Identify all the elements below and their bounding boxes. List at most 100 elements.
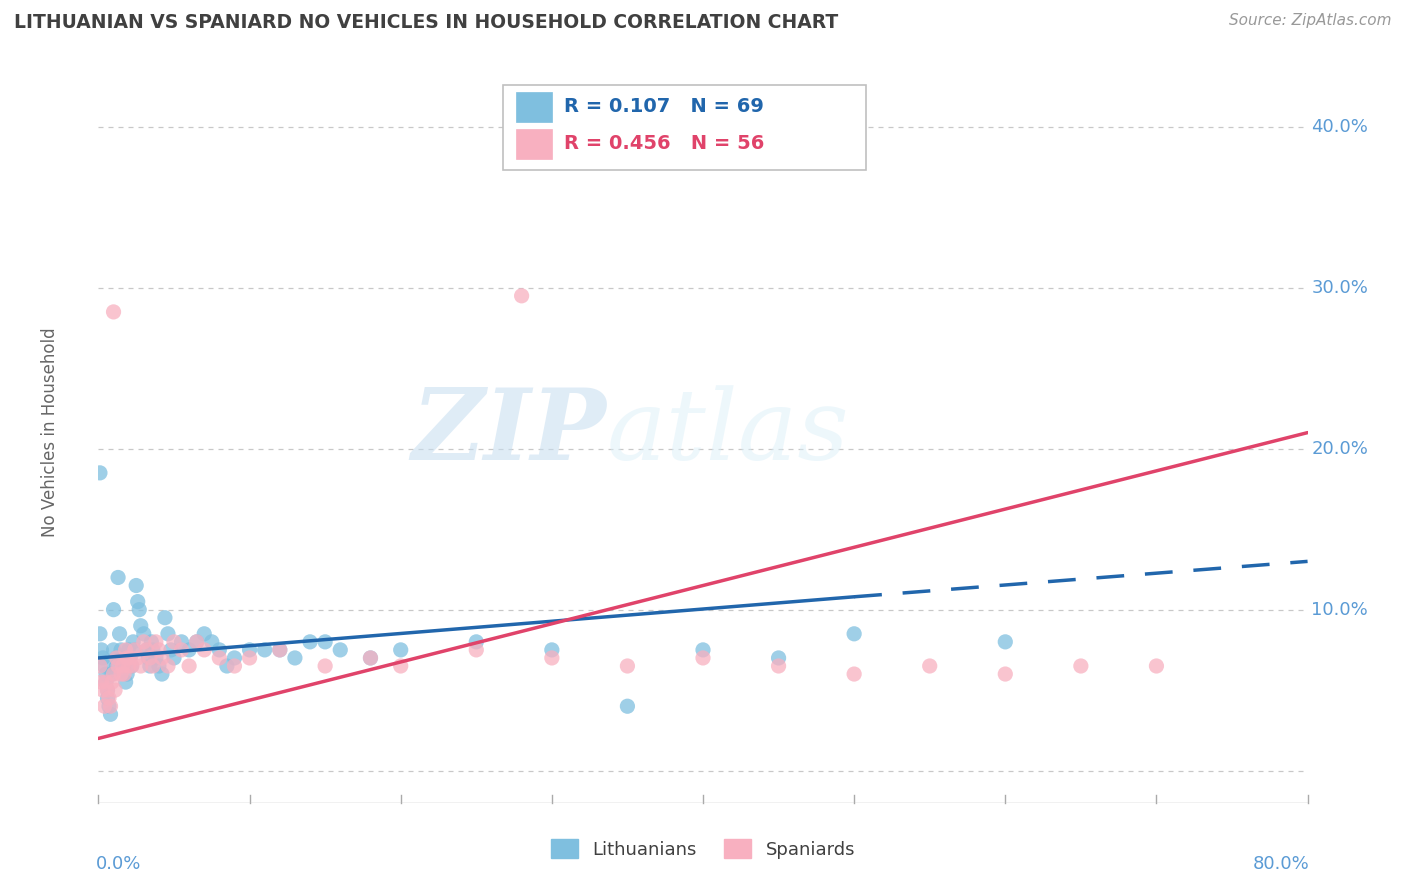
Text: atlas: atlas: [606, 385, 849, 480]
Point: [111, 659, 134, 673]
Point: [145, 635, 167, 649]
Point: [139, 659, 162, 673]
Point: [142, 659, 165, 673]
Point: [145, 651, 167, 665]
Point: [215, 659, 238, 673]
Point: [141, 635, 163, 649]
Point: [510, 289, 533, 303]
Point: [465, 643, 488, 657]
Point: [122, 635, 145, 649]
Point: [105, 659, 128, 673]
Point: [224, 659, 246, 673]
Text: 40.0%: 40.0%: [1312, 118, 1368, 136]
Point: [768, 651, 790, 665]
Point: [94, 675, 117, 690]
Point: [121, 659, 143, 673]
Point: [156, 627, 179, 641]
Point: [135, 643, 157, 657]
Point: [100, 699, 122, 714]
Point: [994, 667, 1017, 681]
Point: [121, 659, 143, 673]
Point: [96, 691, 118, 706]
Point: [156, 659, 179, 673]
Point: [112, 667, 135, 681]
Point: [89, 627, 111, 641]
Text: Source: ZipAtlas.com: Source: ZipAtlas.com: [1229, 13, 1392, 29]
Point: [91, 651, 114, 665]
Point: [93, 659, 115, 673]
Point: [136, 651, 159, 665]
Point: [224, 651, 246, 665]
Text: ZIP: ZIP: [412, 384, 606, 481]
Point: [253, 643, 276, 657]
Text: No Vehicles in Household: No Vehicles in Household: [41, 327, 59, 538]
Point: [160, 643, 183, 657]
Text: 20.0%: 20.0%: [1312, 440, 1368, 458]
Point: [201, 635, 224, 649]
Point: [540, 651, 562, 665]
Point: [844, 667, 866, 681]
Point: [105, 651, 128, 665]
Point: [96, 683, 118, 698]
Point: [89, 659, 111, 673]
Point: [186, 635, 208, 649]
Point: [616, 659, 638, 673]
Point: [103, 305, 125, 319]
Point: [465, 635, 488, 649]
Point: [90, 643, 112, 657]
Point: [118, 643, 141, 657]
Point: [91, 683, 114, 698]
Text: 10.0%: 10.0%: [1312, 600, 1368, 619]
Point: [111, 651, 134, 665]
Point: [1070, 659, 1092, 673]
Point: [127, 594, 149, 608]
Point: [179, 643, 201, 657]
Point: [98, 699, 121, 714]
Point: [104, 683, 127, 698]
Point: [239, 643, 262, 657]
Point: [150, 667, 173, 681]
Point: [360, 651, 382, 665]
Point: [616, 699, 638, 714]
Point: [132, 635, 155, 649]
Text: 0.0%: 0.0%: [96, 855, 142, 872]
Point: [299, 635, 322, 649]
Point: [239, 651, 262, 665]
Point: [284, 651, 307, 665]
Text: 30.0%: 30.0%: [1312, 279, 1368, 297]
Point: [110, 643, 132, 657]
Point: [127, 651, 149, 665]
Point: [101, 675, 124, 690]
Point: [96, 683, 118, 698]
Point: [208, 643, 231, 657]
Text: LITHUANIAN VS SPANIARD NO VEHICLES IN HOUSEHOLD CORRELATION CHART: LITHUANIAN VS SPANIARD NO VEHICLES IN HO…: [14, 13, 838, 32]
Point: [360, 651, 382, 665]
Point: [132, 627, 155, 641]
Point: [170, 643, 193, 657]
Point: [193, 643, 215, 657]
Point: [148, 643, 170, 657]
Point: [314, 635, 336, 649]
Point: [115, 667, 138, 681]
Point: [108, 627, 131, 641]
Point: [208, 651, 231, 665]
Text: 80.0%: 80.0%: [1253, 855, 1310, 872]
Point: [107, 659, 129, 673]
Point: [692, 643, 714, 657]
FancyBboxPatch shape: [516, 129, 551, 159]
Point: [179, 659, 201, 673]
Point: [103, 643, 125, 657]
Point: [389, 659, 412, 673]
Point: [94, 667, 117, 681]
FancyBboxPatch shape: [503, 85, 866, 169]
Point: [114, 643, 136, 657]
Point: [118, 659, 141, 673]
Point: [120, 651, 142, 665]
Point: [129, 659, 152, 673]
Point: [105, 651, 128, 665]
Point: [314, 659, 336, 673]
Point: [103, 602, 125, 616]
Point: [329, 643, 352, 657]
Point: [120, 651, 142, 665]
FancyBboxPatch shape: [516, 92, 551, 121]
